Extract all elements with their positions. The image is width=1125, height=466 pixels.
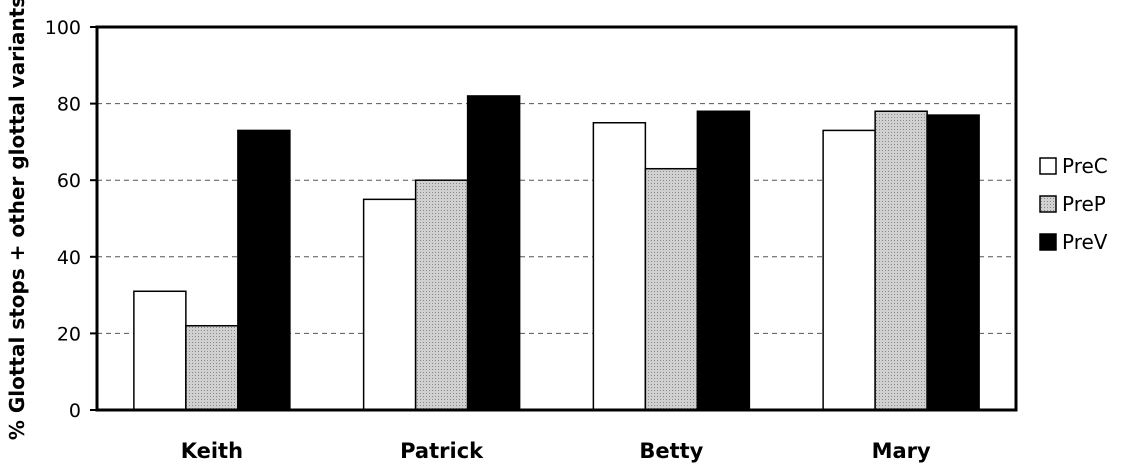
legend-label-prep: PreP	[1062, 192, 1106, 216]
legend-label-prec: PreC	[1062, 154, 1108, 178]
x-category-label: Patrick	[400, 439, 484, 463]
legend-swatch-prev	[1039, 233, 1057, 251]
bar-prec-betty	[592, 122, 647, 411]
y-tick-label: 40	[57, 247, 81, 269]
bar-prec-patrick	[362, 198, 417, 411]
x-axis-labels: Keith Patrick Betty Mary	[181, 439, 931, 463]
y-axis-ticks: 0 20 40 60 80 100	[45, 17, 97, 422]
x-category-label: Betty	[639, 439, 703, 463]
y-tick-label: 80	[57, 94, 81, 116]
bar-prev-patrick	[466, 95, 521, 411]
y-tick-label: 100	[45, 17, 81, 39]
x-category-label: Mary	[872, 439, 931, 463]
y-tick-label: 20	[57, 323, 81, 345]
bar-prev-betty	[696, 110, 751, 411]
y-tick-label: 0	[69, 400, 81, 422]
legend-swatch-prep	[1039, 195, 1057, 213]
bar-prep-mary	[874, 110, 928, 411]
bar-prep-betty	[644, 167, 699, 411]
bar-prec-mary	[822, 129, 876, 411]
legend: PreC PreP PreV	[1039, 154, 1108, 254]
bar-prep-keith	[185, 324, 239, 411]
bar-prev-mary	[926, 114, 980, 411]
bar-prep-patrick	[414, 179, 469, 411]
y-axis-title: % Glottal stops + other glottal variants	[5, 0, 29, 440]
y-tick-label: 60	[57, 170, 81, 192]
legend-label-prev: PreV	[1062, 230, 1108, 254]
plot-area-border	[95, 25, 1018, 412]
bars	[133, 95, 980, 411]
x-category-label: Keith	[181, 439, 243, 463]
bar-prec-keith	[133, 290, 187, 411]
bar-prev-keith	[237, 129, 291, 411]
legend-swatch-prec	[1039, 157, 1057, 175]
